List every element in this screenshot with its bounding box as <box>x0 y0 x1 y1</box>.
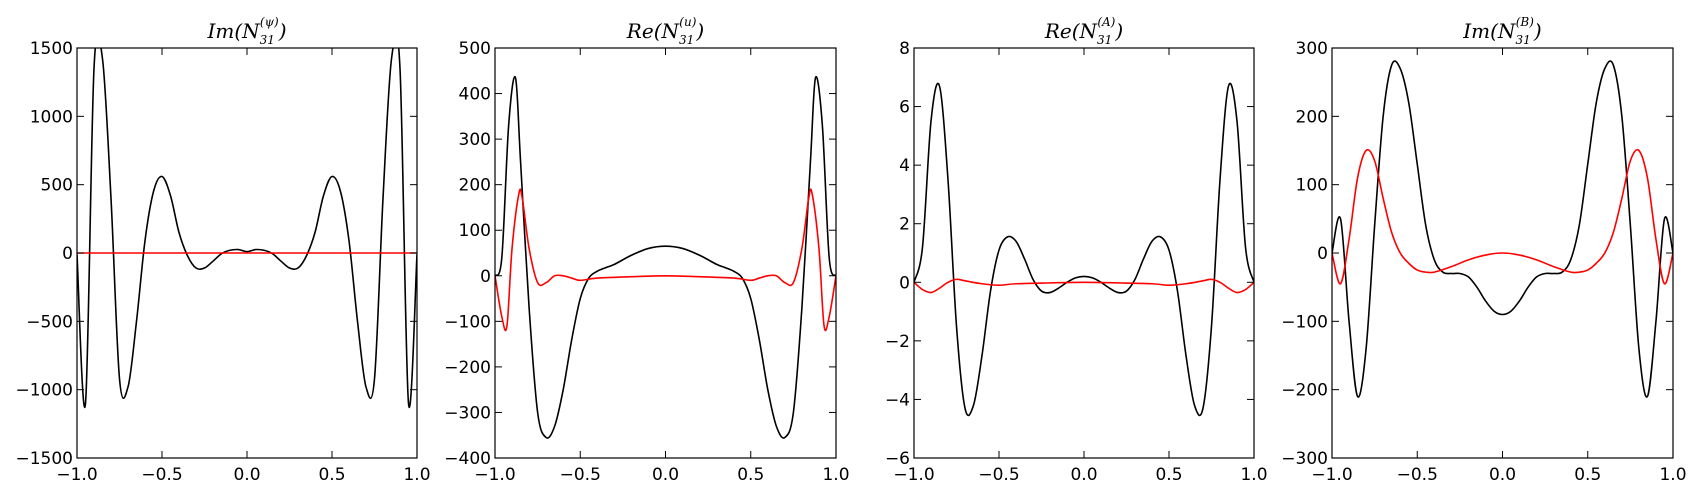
x-tick-label: −1.0 <box>893 465 934 485</box>
y-tick-label: −100 <box>1281 312 1328 332</box>
panel-title: Im(N31(B)) <box>1462 15 1541 47</box>
y-tick-label: 100 <box>1296 176 1328 196</box>
y-tick-label: −400 <box>444 449 491 469</box>
x-tick-label: −0.5 <box>978 465 1019 485</box>
y-tick-label: −1500 <box>15 449 73 469</box>
red-series-line <box>495 188 836 332</box>
black-series-line <box>495 75 836 439</box>
red-series-line <box>914 278 1254 294</box>
y-tick-label: 200 <box>1296 107 1328 127</box>
x-tick-label: 0.0 <box>233 465 260 485</box>
y-tick-label: 0 <box>62 244 73 264</box>
y-tick-label: −300 <box>444 403 491 423</box>
x-tick-label: 1.0 <box>1659 465 1686 485</box>
x-tick-label: −0.5 <box>560 465 601 485</box>
x-tick-label: −1.0 <box>474 465 515 485</box>
y-tick-label: 8 <box>899 39 910 59</box>
panel-title: Im(N31(ψ)) <box>206 15 286 47</box>
x-tick-label: 0.5 <box>737 465 764 485</box>
chart-panel-1: −1.0 −0.5 0.0 0.5 1.0 −1500 −1000 −500 0 500 1000 1… <box>15 15 430 485</box>
panel-title: Re(N31(A)) <box>1044 15 1123 47</box>
y-tick-label: −1000 <box>15 381 73 401</box>
y-tick-label: −100 <box>444 312 491 332</box>
y-tick-label: −4 <box>885 390 910 410</box>
y-tick-label: −300 <box>1281 449 1328 469</box>
y-tick-label: 100 <box>459 221 491 241</box>
y-tick-label: −200 <box>1281 381 1328 401</box>
y-tick-label: 0 <box>1317 244 1328 264</box>
black-series-line <box>914 82 1254 417</box>
chart-panel-4: −1.0 −0.5 0.0 0.5 1.0 −300 −200 −100 0 100 200 300 I… <box>1281 15 1686 485</box>
y-tick-label: 0 <box>480 267 491 287</box>
x-tick-label: 0.0 <box>1489 465 1516 485</box>
axes-frame <box>913 47 1255 459</box>
chart-panel-2: −1.0 −0.5 0.0 0.5 1.0 −400 −300 −200 −100 0 100 200… <box>444 15 849 485</box>
chart-panel-3: −1.0 −0.5 0.0 0.5 1.0 −6 −4 −2 0 2 4 6 8 Re(N31(A)) <box>885 15 1268 485</box>
y-tick-label: 300 <box>459 130 491 150</box>
y-tick-label: 0 <box>899 273 910 293</box>
x-tick-label: 0.5 <box>1574 465 1601 485</box>
y-tick-label: 6 <box>899 98 910 118</box>
x-tick-label: 1.0 <box>822 465 849 485</box>
x-tick-label: −1.0 <box>1311 465 1352 485</box>
y-tick-label: −6 <box>885 449 910 469</box>
x-tick-label: −0.5 <box>141 465 182 485</box>
y-tick-label: 500 <box>459 39 491 59</box>
y-tick-label: 1500 <box>30 39 73 59</box>
red-series-line <box>1332 148 1673 285</box>
y-tick-label: 1000 <box>30 107 73 127</box>
x-tick-label: 0.0 <box>652 465 679 485</box>
black-series-line <box>77 48 417 408</box>
axes-frame <box>494 47 837 459</box>
y-tick-label: 200 <box>459 176 491 196</box>
x-tick-label: 1.0 <box>403 465 430 485</box>
y-tick-label: −500 <box>26 312 73 332</box>
x-tick-label: −1.0 <box>56 465 97 485</box>
y-tick-label: −200 <box>444 358 491 378</box>
y-tick-label: 300 <box>1296 39 1328 59</box>
x-tick-label: 0.5 <box>318 465 345 485</box>
black-series-line <box>1332 60 1673 398</box>
x-tick-label: 1.0 <box>1240 465 1267 485</box>
panel-title: Re(N31(u)) <box>626 15 704 47</box>
y-tick-label: 400 <box>459 85 491 105</box>
y-tick-label: 500 <box>41 176 73 196</box>
x-tick-label: 0.0 <box>1070 465 1097 485</box>
y-tick-label: 4 <box>899 156 910 176</box>
y-tick-label: −2 <box>885 332 910 352</box>
x-tick-label: −0.5 <box>1397 465 1438 485</box>
y-tick-label: 2 <box>899 215 910 235</box>
x-tick-label: 0.5 <box>1155 465 1182 485</box>
